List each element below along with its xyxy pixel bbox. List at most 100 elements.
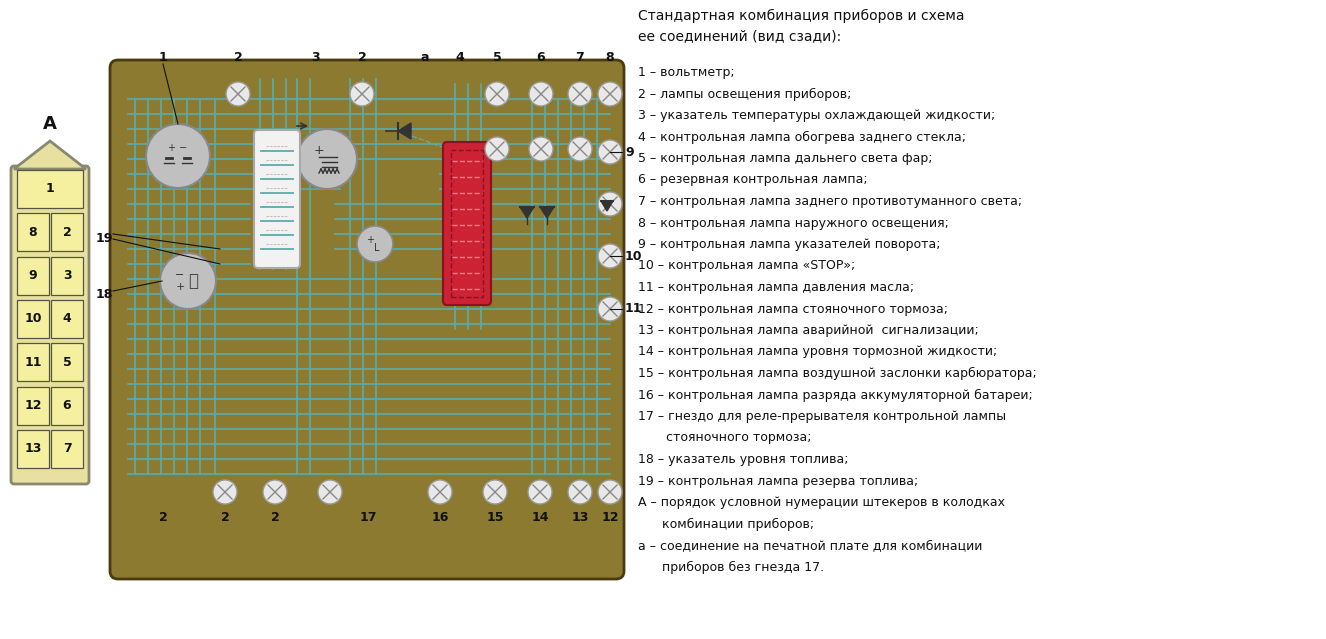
Text: 4 – контрольная лампа обогрева заднего стекла;: 4 – контрольная лампа обогрева заднего с… [638,130,967,144]
Circle shape [318,480,342,504]
Circle shape [297,129,357,189]
Text: 8: 8 [606,51,614,64]
Text: 5 – контрольная лампа дальнего света фар;: 5 – контрольная лампа дальнего света фар… [638,152,932,165]
Circle shape [598,82,622,106]
Circle shape [568,82,591,106]
Text: 2: 2 [233,51,243,64]
Text: 4: 4 [62,312,72,325]
Circle shape [483,480,507,504]
Text: 10: 10 [24,312,41,325]
Polygon shape [398,123,411,139]
Bar [50,343,84,381]
Circle shape [568,480,591,504]
Text: Стандартная комбинация приборов и схема
ее соединений (вид сзади):: Стандартная комбинация приборов и схема … [638,9,964,43]
Circle shape [598,244,622,268]
Circle shape [598,140,622,164]
Text: 4: 4 [456,51,464,64]
Text: 6 – резервная контрольная лампа;: 6 – резервная контрольная лампа; [638,174,867,187]
Text: a: a [420,51,430,64]
Text: 6: 6 [62,399,72,412]
Text: A: A [42,115,57,133]
FancyBboxPatch shape [443,142,491,305]
Text: 13: 13 [572,511,589,524]
FancyBboxPatch shape [110,60,625,579]
Text: 19: 19 [95,233,113,245]
Text: 14: 14 [532,511,549,524]
Text: 7: 7 [575,51,585,64]
Text: а – соединение на печатной плате для комбинации: а – соединение на печатной плате для ком… [638,539,983,552]
Text: 3 – указатель температуры охлаждающей жидкости;: 3 – указатель температуры охлаждающей жи… [638,109,996,122]
Text: ⛽: ⛽ [188,272,198,290]
Text: 2: 2 [159,511,167,524]
Text: 11: 11 [24,356,41,369]
Text: 19 – контрольная лампа резерва топлива;: 19 – контрольная лампа резерва топлива; [638,475,918,488]
Text: +: + [175,282,184,292]
Text: стояночного тормоза;: стояночного тормоза; [638,431,812,445]
Text: 9: 9 [625,146,634,158]
Circle shape [529,137,553,161]
Text: 1: 1 [45,182,54,196]
Bar [17,213,49,251]
Text: 13 – контрольная лампа аварийной  сигнализации;: 13 – контрольная лампа аварийной сигнали… [638,324,979,337]
Bar [50,430,84,468]
Text: 8 – контрольная лампа наружного освещения;: 8 – контрольная лампа наружного освещени… [638,217,949,229]
Text: −: − [175,270,184,280]
Polygon shape [15,141,86,169]
Bar [17,170,84,208]
Circle shape [428,480,452,504]
Text: 12 – контрольная лампа стояночного тормоза;: 12 – контрольная лампа стояночного тормо… [638,302,948,316]
Bar [50,213,84,251]
Text: L: L [374,243,379,253]
Bar [451,150,483,297]
Text: 6: 6 [537,51,545,64]
Text: + −: + − [168,143,187,153]
Text: 12: 12 [601,511,619,524]
Text: +: + [366,235,374,245]
Text: 10 – контрольная лампа «STOP»;: 10 – контрольная лампа «STOP»; [638,259,855,272]
Bar [50,256,84,295]
Text: 10: 10 [625,249,643,263]
Text: 11 – контрольная лампа давления масла;: 11 – контрольная лампа давления масла; [638,281,914,294]
Circle shape [598,192,622,216]
Text: 2: 2 [358,51,366,64]
Text: 17 – гнездо для реле-прерывателя контрольной лампы: 17 – гнездо для реле-прерывателя контрол… [638,410,1006,423]
Text: 9 – контрольная лампа указателей поворота;: 9 – контрольная лампа указателей поворот… [638,238,940,251]
Bar [17,343,49,381]
Circle shape [568,137,591,161]
Circle shape [357,226,392,262]
Text: 14 – контрольная лампа уровня тормозной жидкости;: 14 – контрольная лампа уровня тормозной … [638,346,997,358]
Circle shape [350,82,374,106]
Bar [17,300,49,338]
Text: 16: 16 [431,511,448,524]
Text: +: + [314,144,325,157]
Text: 8: 8 [29,226,37,239]
Circle shape [528,480,552,504]
Text: 2: 2 [62,226,72,239]
Text: 16 – контрольная лампа разряда аккумуляторной батареи;: 16 – контрольная лампа разряда аккумулят… [638,389,1033,401]
Bar [50,300,84,338]
Text: 11: 11 [625,302,643,316]
Polygon shape [601,201,613,211]
Text: 9: 9 [29,269,37,282]
FancyBboxPatch shape [255,130,300,268]
Text: А – порядок условной нумерации штекеров в колодках: А – порядок условной нумерации штекеров … [638,496,1005,509]
Circle shape [213,480,237,504]
Text: 12: 12 [24,399,41,412]
Text: 17: 17 [359,511,377,524]
Text: 2: 2 [220,511,229,524]
Text: 3: 3 [310,51,320,64]
Text: комбинации приборов;: комбинации приборов; [638,518,814,530]
Circle shape [529,82,553,106]
Circle shape [598,480,622,504]
Bar [50,387,84,425]
Text: 15 – контрольная лампа воздушной заслонки карбюратора;: 15 – контрольная лампа воздушной заслонк… [638,367,1037,380]
Text: 15: 15 [487,511,504,524]
Text: 13: 13 [24,442,41,456]
Circle shape [146,124,210,188]
Text: 1 – вольтметр;: 1 – вольтметр; [638,66,735,79]
Bar [17,430,49,468]
Text: 1: 1 [159,51,167,64]
Text: 7: 7 [62,442,72,456]
Text: 5: 5 [62,356,72,369]
Bar [17,256,49,295]
